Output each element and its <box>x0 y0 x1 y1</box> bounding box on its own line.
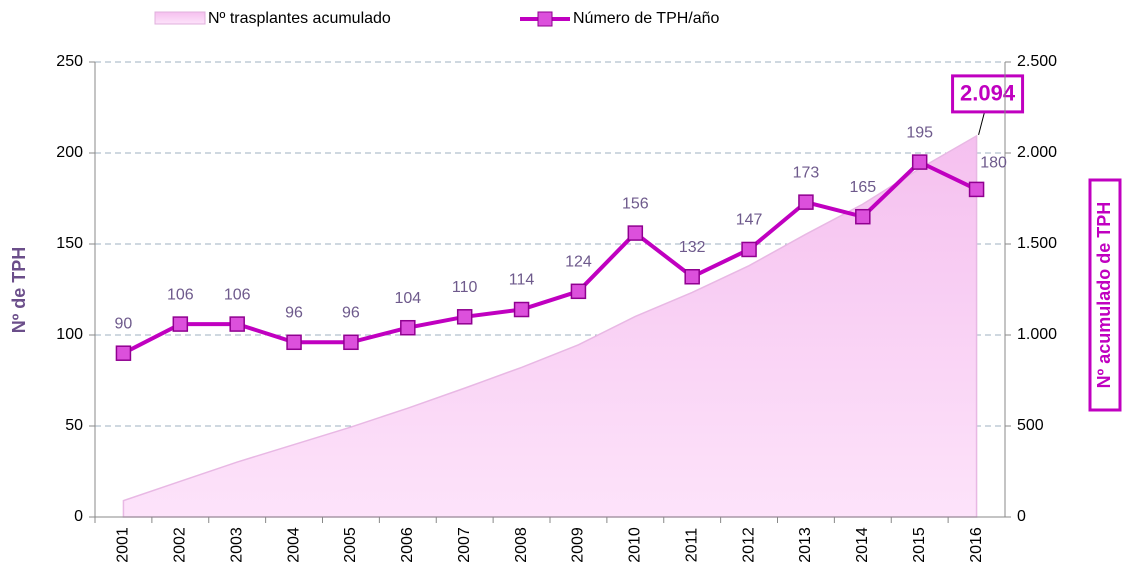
legend-label: Nº trasplantes acumulado <box>208 10 391 27</box>
x-tick-label: 2014 <box>854 527 871 563</box>
x-tick-label: 2016 <box>968 527 985 563</box>
legend-swatch <box>537 11 553 27</box>
marker <box>911 154 928 170</box>
marker <box>456 309 473 325</box>
y-tick-label: 250 <box>56 53 83 70</box>
marker <box>513 301 530 318</box>
marker <box>343 334 359 351</box>
y2-tick-label: 500 <box>1017 417 1044 434</box>
marker <box>855 208 871 225</box>
data-label: 195 <box>906 124 933 141</box>
marker <box>627 225 644 241</box>
y-tick-label: 0 <box>74 508 83 525</box>
x-tick-label: 2004 <box>285 527 302 563</box>
data-label: 173 <box>793 164 820 181</box>
y-tick-label: 100 <box>56 326 83 343</box>
marker <box>684 269 700 285</box>
x-tick-label: 2005 <box>342 527 359 563</box>
data-label: 90 <box>115 315 133 332</box>
y2-axis-title: Nº acumulado de TPH <box>1094 202 1114 389</box>
x-tick-label: 2015 <box>911 527 928 563</box>
x-tick-label: 2009 <box>570 527 587 563</box>
y-tick-label: 200 <box>56 144 83 161</box>
data-label: 110 <box>452 279 478 296</box>
legend-label: Número de TPH/año <box>573 10 720 27</box>
marker <box>570 283 587 300</box>
x-tick-label: 2010 <box>627 527 644 563</box>
line <box>122 159 978 355</box>
x-tick-label: 2003 <box>228 527 245 563</box>
data-label: 124 <box>565 254 592 271</box>
x-tick-label: 2002 <box>172 527 189 563</box>
y2-tick-label: 1.000 <box>1017 326 1057 343</box>
data-label: 96 <box>342 304 360 321</box>
x-tick-label: 2007 <box>456 527 473 563</box>
y2-tick-label: 2.000 <box>1017 144 1057 161</box>
marker <box>968 181 985 198</box>
data-label: 104 <box>394 290 421 307</box>
marker <box>286 334 302 351</box>
y-tick-label: 150 <box>56 235 83 252</box>
x-tick-label: 2011 <box>683 528 700 563</box>
data-label: 147 <box>736 212 763 229</box>
y-tick-label: 50 <box>65 417 83 434</box>
data-label: 180 <box>980 155 1007 172</box>
y2-title-box <box>1088 178 1122 412</box>
x-tick-label: 2001 <box>115 527 132 563</box>
marker <box>400 319 416 336</box>
value-label-box <box>951 74 1025 114</box>
leader-line <box>978 111 986 136</box>
marker <box>229 316 245 332</box>
data-label: 106 <box>224 286 251 303</box>
marker <box>798 194 814 210</box>
legend-swatch <box>154 11 206 25</box>
y-axis-title: Nº de TPH <box>9 247 29 334</box>
data-label: 114 <box>509 272 535 289</box>
data-label: 96 <box>285 304 303 321</box>
x-tick-label: 2012 <box>740 527 757 563</box>
x-tick-label: 2008 <box>513 527 530 563</box>
data-label: 132 <box>679 239 706 256</box>
y2-tick-label: 1.500 <box>1017 235 1057 252</box>
marker <box>172 316 189 332</box>
data-label: 165 <box>849 179 876 196</box>
marker <box>115 345 132 361</box>
data-label: 156 <box>622 195 649 212</box>
y2-tick-label: 2.500 <box>1017 53 1057 70</box>
data-label: 106 <box>167 286 194 303</box>
x-tick-label: 2006 <box>399 527 416 563</box>
value-label: 2.094 <box>960 81 1016 106</box>
x-tick-label: 2013 <box>797 527 814 563</box>
y2-tick-label: 0 <box>1017 508 1026 525</box>
marker <box>741 241 757 258</box>
